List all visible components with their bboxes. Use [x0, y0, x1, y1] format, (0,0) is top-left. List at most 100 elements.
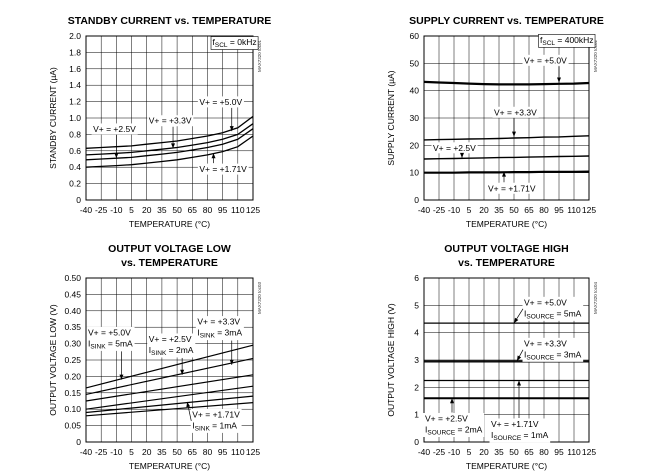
x-tick-label: -40	[418, 447, 431, 457]
y-tick-label: 40	[410, 86, 420, 96]
series-line-2	[85, 123, 254, 156]
annotation-4: V+ = +2.5V	[91, 123, 138, 159]
y-tick-label: 20	[410, 140, 420, 150]
x-axis-label: TEMPERATURE (°C)	[466, 219, 547, 229]
y-tick-label: 2.0	[69, 31, 81, 41]
arrowhead	[211, 153, 216, 159]
x-tick-label: -40	[80, 205, 93, 215]
annotation-2: V+ = +5.0V	[197, 96, 244, 132]
y-tick-label: 0.4	[69, 162, 81, 172]
arrowhead	[171, 143, 176, 149]
x-tick-label: 5	[129, 205, 134, 215]
annotation-text: ISOURCE = 5mA	[524, 308, 582, 320]
y-tick-label: 0.05	[64, 421, 81, 431]
chart-panel-3: OUTPUT VOLTAGE LOW vs. TEMPERATURE -40 -25-…	[48, 243, 262, 471]
figure-id-label: MAX7320 toc03	[257, 282, 262, 315]
annotation-text: V+ = +3.3V	[494, 107, 537, 117]
annotation-text: ISOURCE = 2mA	[425, 425, 483, 437]
series-line-1	[85, 115, 254, 149]
annotation-text: V+ = +1.71V	[192, 409, 240, 419]
plot-frame	[423, 35, 590, 201]
annotation-backing	[423, 413, 485, 437]
y-tick-label: 0.20	[64, 371, 81, 381]
arrowhead	[512, 131, 516, 137]
chart-title: STANDBY CURRENT vs. TEMPERATURE	[68, 15, 272, 27]
annotation-text: V+ = +1.71V	[488, 183, 536, 193]
arrowhead	[119, 374, 124, 380]
annotation-text: ISINK = 2mA	[149, 345, 194, 357]
x-tick-label: 5	[467, 205, 472, 215]
annotation-4: V+ = +2.5V	[431, 142, 478, 158]
arrowhead	[180, 369, 185, 375]
x-axis-label: TEMPERATURE (°C)	[129, 219, 210, 229]
x-axis-label: TEMPERATURE (°C)	[466, 461, 547, 471]
x-tick-label: 80	[203, 447, 213, 457]
x-tick-label: -25	[433, 447, 446, 457]
x-tick-label: -25	[95, 447, 108, 457]
x-tick-label: 50	[509, 205, 519, 215]
x-tick-label: 95	[554, 205, 564, 215]
arrowhead	[229, 359, 234, 365]
arrowhead	[229, 126, 234, 132]
x-tick-label: 95	[554, 447, 564, 457]
y-axis-label: STANDBY CURRENT (µA)	[48, 67, 58, 169]
annotation-text: ISINK = 5mA	[88, 338, 133, 350]
annotation-text: ISOURCE = 1mA	[491, 430, 549, 442]
y-axis-label: OUTPUT VOLTAGE HIGH (V)	[386, 303, 396, 417]
x-tick-label: -40	[80, 447, 93, 457]
y-tick-label: 0.45	[64, 289, 81, 299]
annotation-5: V+ = +1.71V	[486, 171, 538, 194]
annotation-backing	[147, 333, 196, 358]
y-tick-label: 0.15	[64, 388, 81, 398]
y-tick-label: 10	[410, 168, 420, 178]
x-tick-label: 50	[172, 447, 182, 457]
series-line-3	[85, 128, 254, 161]
chart-title: SUPPLY CURRENT vs. TEMPERATURE	[409, 15, 604, 27]
annotation-3: V+ = +3.3V	[492, 106, 539, 137]
annotation-text: V+ = +1.71V	[199, 164, 247, 174]
arrowhead	[114, 153, 119, 159]
series-line-2	[85, 357, 254, 395]
x-tick-label: 110	[231, 447, 245, 457]
annotation-backing	[197, 163, 249, 175]
annotation-backing	[197, 96, 244, 108]
x-tick-label: 5	[129, 447, 134, 457]
annotation-text: ISINK = 1mA	[192, 420, 237, 432]
x-tick-label: 65	[188, 205, 198, 215]
annotation-backing	[86, 326, 135, 351]
annotation-text: V+ = +2.5V	[433, 143, 476, 153]
x-tick-label: 110	[567, 205, 581, 215]
x-tick-label: 125	[582, 205, 596, 215]
condition-box	[538, 34, 596, 48]
x-tick-label: 65	[524, 205, 534, 215]
series-line-1	[85, 344, 254, 389]
y-tick-label: 0.8	[69, 129, 81, 139]
chart-panel-1: STANDBY CURRENT vs. TEMPERATURE -40 -25 -10…	[48, 15, 271, 229]
series-line-4	[85, 395, 254, 414]
y-tick-label: 0	[414, 195, 419, 205]
annotation-text: V+ = +5.0V	[199, 97, 242, 107]
annotation-2: V+ = +5.0V	[522, 54, 569, 83]
annotation-3: V+ = +3.3V	[147, 115, 194, 149]
x-tick-label: 95	[218, 447, 228, 457]
x-tick-label: -40	[418, 205, 431, 215]
x-axis-label: TEMPERATURE (°C)	[129, 461, 210, 471]
series-line-3	[423, 155, 590, 160]
annotation-backing	[147, 115, 194, 127]
annotation-text: ISOURCE = 3mA	[524, 349, 582, 361]
y-tick-label: 0.6	[69, 146, 81, 156]
annotation-text: V+ = +5.0V	[524, 55, 567, 65]
y-tick-label: 1.2	[69, 97, 81, 107]
arrowhead	[557, 77, 561, 83]
annotation-backing	[190, 408, 242, 433]
arrowhead	[186, 401, 191, 408]
y-tick-label: 1.6	[69, 64, 81, 74]
y-axis-label: OUTPUT VOLTAGE LOW (V)	[48, 304, 58, 416]
annotation-text: V+ = +3.3V	[197, 317, 240, 327]
y-tick-label: 1.8	[69, 47, 81, 57]
